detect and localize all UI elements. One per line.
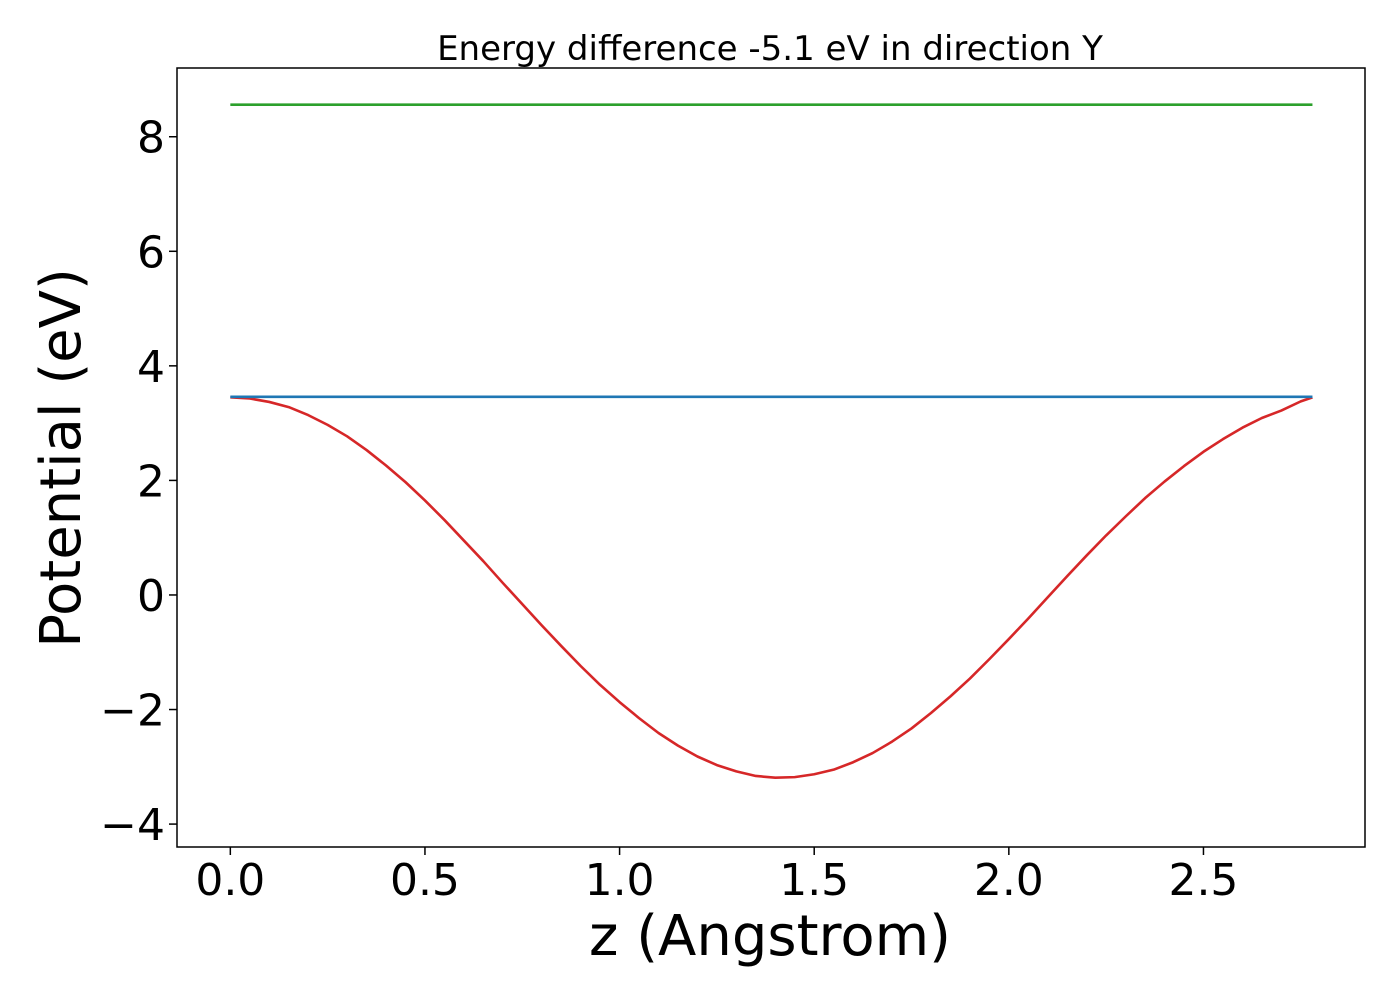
chart-title: Energy difference -5.1 eV in direction Y — [437, 29, 1103, 69]
y-tick-label-2: 0 — [137, 571, 165, 622]
x-tick-label-2: 1.0 — [585, 855, 655, 906]
plot-series-group — [230, 103, 1313, 779]
y-tick-label-5: 6 — [137, 227, 165, 278]
x-tick-label-3: 1.5 — [779, 855, 849, 906]
y-tick-label-0: −4 — [100, 800, 165, 851]
y-tick-label-4: 4 — [137, 342, 165, 393]
y-axis-ticks: −4 −2 0 2 4 6 8 — [100, 113, 177, 851]
x-axis-ticks: 0.0 0.5 1.0 1.5 2.0 2.5 — [195, 847, 1238, 906]
x-axis-label: z (Angstrom) — [589, 904, 951, 969]
series-line-0 — [230, 396, 1313, 779]
x-tick-label-0: 0.0 — [195, 855, 265, 906]
y-tick-label-3: 2 — [137, 456, 165, 507]
x-tick-label-1: 0.5 — [390, 855, 460, 906]
y-tick-label-6: 8 — [137, 113, 165, 164]
x-tick-label-4: 2.0 — [974, 855, 1044, 906]
y-tick-label-1: −2 — [100, 686, 165, 737]
plot-frame — [176, 67, 1366, 848]
y-axis-label: Potential (eV) — [29, 268, 94, 648]
x-tick-label-5: 2.5 — [1168, 855, 1238, 906]
